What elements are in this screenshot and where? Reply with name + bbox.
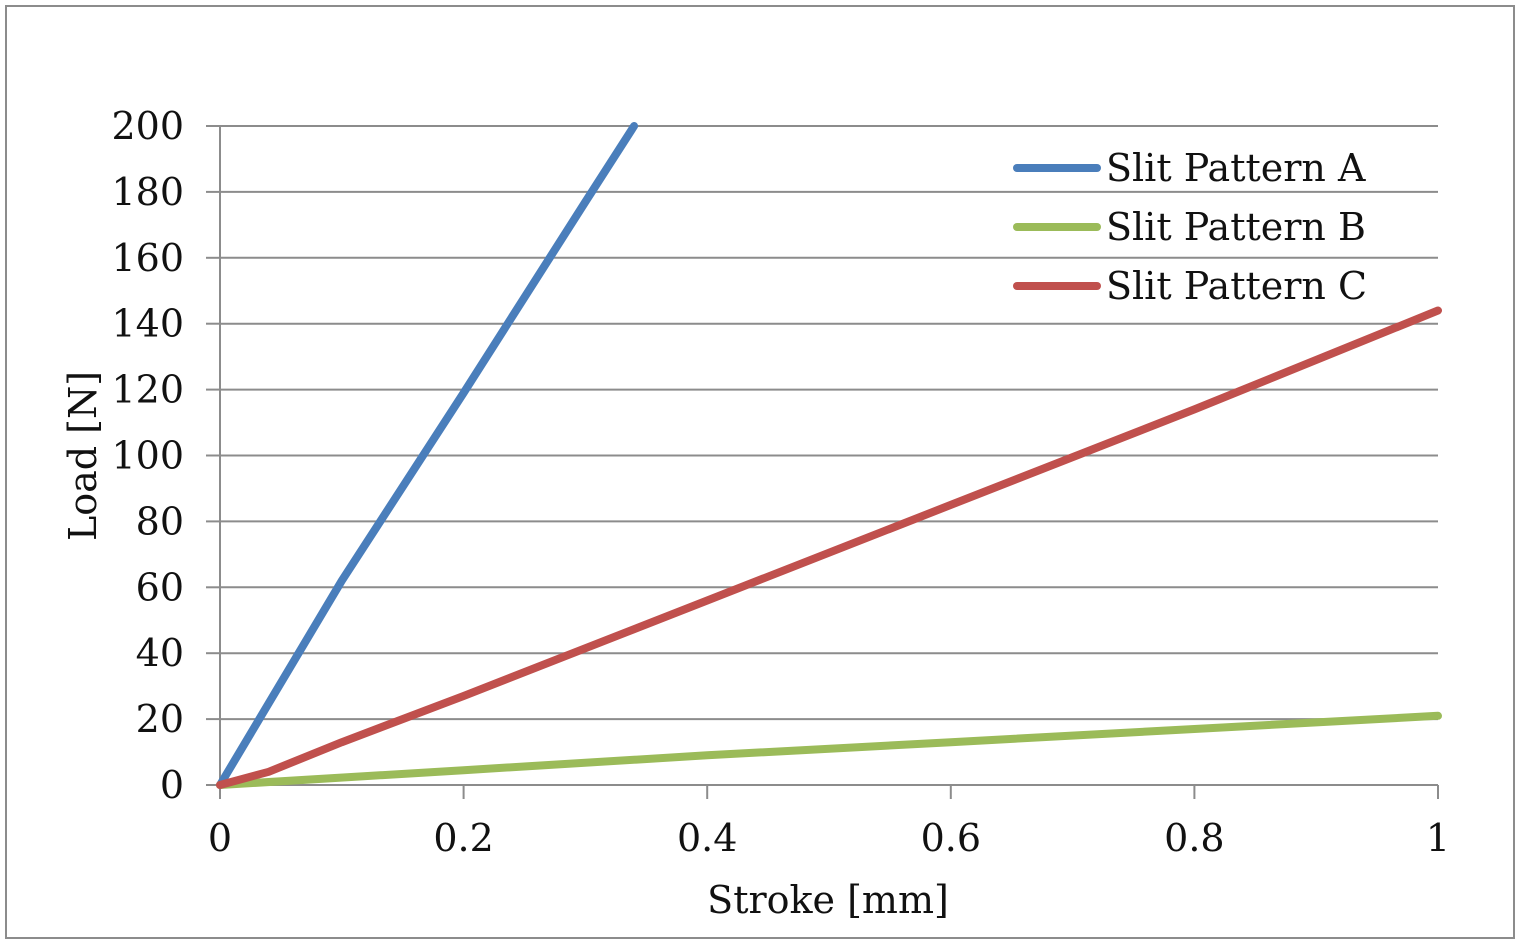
y-tick-label: 60 <box>136 565 184 609</box>
y-tick-label: 100 <box>111 434 184 478</box>
legend-label-b: Slit Pattern B <box>1106 205 1366 249</box>
x-tick-label: 0.4 <box>677 816 737 860</box>
series-lines <box>216 122 1442 789</box>
y-tick-label: 80 <box>136 499 184 543</box>
y-tick-label: 40 <box>136 631 184 675</box>
x-axis-title: Stroke [mm] <box>707 878 949 922</box>
series-line-b <box>216 711 1442 789</box>
series-line-c <box>216 306 1442 789</box>
y-axis-title: Load [N] <box>61 371 105 541</box>
y-tick-label: 200 <box>111 104 184 148</box>
legend-label-c: Slit Pattern C <box>1106 264 1367 308</box>
x-tick-label: 1 <box>1426 816 1450 860</box>
x-tick-label: 0.8 <box>1164 816 1224 860</box>
y-tick-label: 120 <box>111 368 184 412</box>
x-tick-label: 0.2 <box>433 816 493 860</box>
y-tick-label: 180 <box>111 170 184 214</box>
x-tick-label: 0.6 <box>921 816 981 860</box>
y-tick-label: 140 <box>111 302 184 346</box>
y-tick-label: 0 <box>160 763 184 807</box>
y-tick-label: 160 <box>111 236 184 280</box>
axes <box>206 125 1439 799</box>
legend: Slit Pattern A Slit Pattern B Slit Pattern… <box>1013 146 1367 308</box>
series-line-a <box>216 122 639 789</box>
legend-label-a: Slit Pattern A <box>1106 146 1366 190</box>
x-tick-label: 0 <box>208 816 232 860</box>
y-tick-label: 20 <box>136 697 184 741</box>
tick-labels: 0 20 40 60 80 100 120 140 160 180 200 0 0.2 0.4 0.6 0.8… <box>111 104 1450 860</box>
